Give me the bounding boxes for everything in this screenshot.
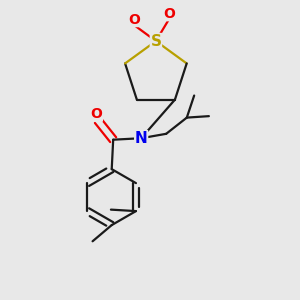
- Text: N: N: [135, 131, 148, 146]
- Text: O: O: [91, 107, 102, 121]
- Text: O: O: [128, 13, 140, 27]
- Text: S: S: [150, 34, 161, 49]
- Text: O: O: [163, 7, 175, 21]
